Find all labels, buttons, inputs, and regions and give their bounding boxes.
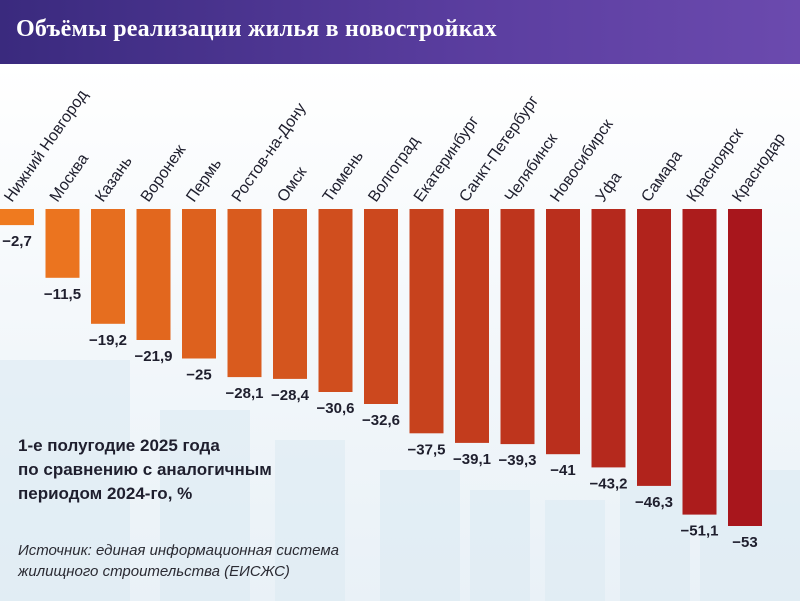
bar-14	[591, 209, 626, 468]
source-note: Источник: единая информационная система …	[18, 542, 339, 580]
value-label-16: −51,1	[681, 523, 719, 540]
header-banner: Объёмы реализации жилья в новостройках	[0, 0, 800, 64]
value-label-11: −39,1	[453, 451, 491, 468]
value-label-14: −43,2	[590, 475, 628, 492]
bar-5	[182, 209, 216, 359]
value-label-1: −2,7	[2, 233, 32, 250]
value-label-17: −53	[732, 534, 757, 551]
bar-10	[409, 209, 444, 434]
bar-9	[364, 209, 398, 404]
bar-8	[318, 209, 353, 392]
value-label-2: −11,5	[44, 286, 81, 303]
value-label-6: −28,1	[226, 385, 264, 402]
value-label-13: −41	[550, 462, 575, 479]
bar-12	[500, 209, 535, 445]
value-label-10: −37,5	[408, 441, 446, 458]
value-label-12: −39,3	[499, 452, 537, 469]
value-label-5: −25	[186, 367, 211, 384]
value-label-7: −28,4	[271, 387, 310, 404]
period-note: 1-е полугодие 2025 года по сравнению с а…	[18, 436, 272, 503]
bar-7	[273, 209, 307, 379]
background-buildings	[0, 360, 800, 601]
value-label-8: −30,6	[317, 400, 355, 417]
bar-11	[455, 209, 489, 443]
bar-13	[546, 209, 580, 455]
bar-3	[91, 209, 125, 324]
bar-16	[682, 209, 717, 515]
value-label-15: −46,3	[635, 494, 673, 511]
value-label-4: −21,9	[135, 348, 173, 365]
bar-1	[0, 209, 34, 226]
bar-4	[136, 209, 171, 340]
value-label-3: −19,2	[89, 332, 127, 349]
chart-title: Объёмы реализации жилья в новостройках	[16, 16, 497, 42]
value-label-9: −32,6	[362, 412, 400, 429]
bar-17	[728, 209, 762, 526]
bar-6	[227, 209, 262, 378]
bar-15	[637, 209, 671, 486]
bar-2	[45, 209, 80, 278]
